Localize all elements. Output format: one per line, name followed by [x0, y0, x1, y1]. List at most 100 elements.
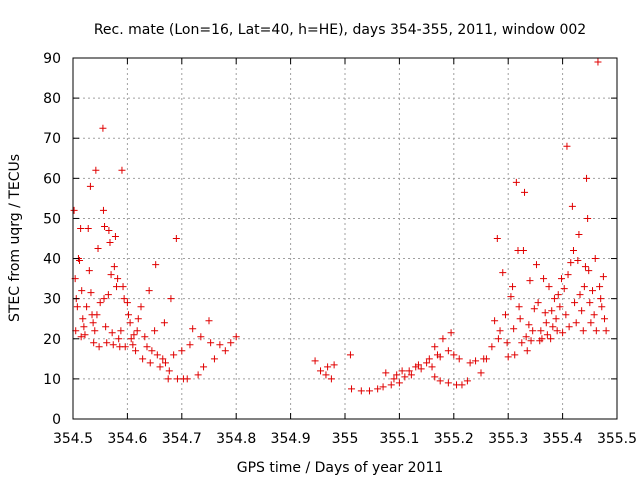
data-point — [80, 323, 88, 331]
data-point — [110, 263, 118, 271]
data-point — [197, 333, 205, 341]
y-tick-label: 0 — [52, 412, 61, 428]
data-point — [186, 341, 194, 349]
data-point — [79, 315, 87, 323]
data-point — [450, 351, 458, 359]
data-point — [463, 377, 471, 385]
axis-ticks — [72, 57, 618, 420]
data-point — [587, 319, 595, 327]
data-point — [564, 271, 572, 279]
data-point — [139, 355, 147, 363]
data-point — [522, 333, 530, 341]
data-point — [84, 224, 92, 232]
data-point — [365, 387, 373, 395]
data-point — [541, 309, 549, 317]
data-point — [390, 375, 398, 383]
data-point — [101, 222, 109, 230]
data-point — [567, 259, 575, 267]
y-tick-label: 70 — [43, 131, 61, 147]
data-point — [178, 347, 186, 355]
data-point — [216, 341, 224, 349]
x-tick-labels: 354.5 354.6 354.7 354.8 354.9 355 355.1 355.2 35… — [53, 431, 637, 447]
data-point — [118, 166, 126, 174]
data-point — [425, 355, 433, 363]
data-point — [85, 267, 93, 275]
data-point — [516, 315, 524, 323]
data-point — [210, 355, 218, 363]
data-point — [108, 329, 116, 337]
x-tick-label: 355 — [332, 431, 359, 447]
data-point — [571, 299, 579, 307]
data-point — [124, 311, 132, 319]
data-point — [584, 214, 592, 222]
data-point — [565, 323, 573, 331]
data-point — [102, 323, 110, 331]
data-point — [455, 355, 463, 363]
data-point — [311, 357, 319, 365]
data-point — [428, 363, 436, 371]
data-point — [562, 311, 570, 319]
data-point — [348, 385, 356, 393]
data-point — [553, 327, 561, 335]
data-point — [515, 303, 523, 311]
data-point — [575, 230, 583, 238]
y-axis-label: STEC from uqrg / TECUs — [7, 154, 23, 322]
data-point — [227, 339, 235, 347]
data-point — [170, 351, 178, 359]
data-point — [599, 273, 607, 281]
data-point — [597, 295, 605, 303]
data-point — [173, 375, 181, 383]
data-point — [534, 299, 542, 307]
data-point — [104, 291, 112, 299]
data-point — [374, 385, 382, 393]
data-point — [76, 257, 84, 265]
data-point — [387, 381, 395, 389]
data-point — [568, 202, 576, 210]
data-point — [431, 343, 439, 351]
data-point — [137, 303, 145, 311]
data-point — [496, 327, 504, 335]
data-point — [542, 319, 550, 327]
y-tick-label: 60 — [43, 171, 61, 187]
data-point — [530, 305, 538, 313]
data-point — [393, 371, 401, 379]
data-point — [143, 343, 151, 351]
data-point — [477, 369, 485, 377]
data-points — [70, 58, 610, 395]
x-tick-label: 354.5 — [53, 431, 93, 447]
data-point — [417, 365, 425, 373]
data-point — [521, 188, 529, 196]
data-point — [107, 271, 115, 279]
data-point — [507, 293, 515, 301]
data-point — [560, 285, 568, 293]
data-point — [510, 325, 518, 333]
data-point — [395, 379, 403, 387]
data-point — [554, 291, 562, 299]
data-point — [407, 371, 415, 379]
data-point — [119, 283, 127, 291]
data-point — [121, 343, 129, 351]
data-point — [156, 363, 164, 371]
data-point — [92, 166, 100, 174]
y-tick-label: 40 — [43, 252, 61, 268]
data-point — [86, 182, 94, 190]
data-point — [327, 375, 335, 383]
data-point — [545, 283, 553, 291]
data-point — [472, 357, 480, 365]
data-point — [93, 311, 101, 319]
data-point — [89, 319, 97, 327]
data-point — [543, 331, 551, 339]
data-point — [423, 359, 431, 367]
data-point — [532, 261, 540, 269]
data-point — [103, 339, 111, 347]
data-point — [563, 142, 571, 150]
y-tick-label: 30 — [43, 292, 61, 308]
data-point — [499, 269, 507, 277]
y-tick-label: 50 — [43, 211, 61, 227]
x-tick-label: 354.9 — [271, 431, 311, 447]
data-point — [70, 206, 78, 214]
data-point — [133, 327, 141, 335]
data-point — [167, 295, 175, 303]
data-point — [77, 333, 85, 341]
grid-lines — [73, 58, 617, 419]
